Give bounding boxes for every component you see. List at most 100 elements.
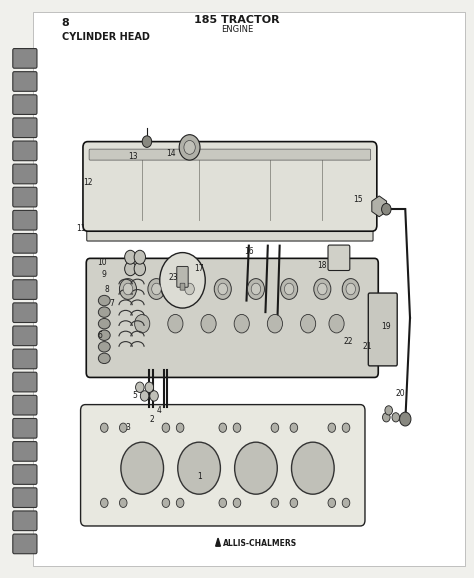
FancyBboxPatch shape — [81, 405, 365, 526]
Circle shape — [342, 498, 350, 507]
Text: 8: 8 — [104, 284, 109, 294]
Circle shape — [382, 203, 391, 215]
Circle shape — [176, 498, 184, 507]
Circle shape — [314, 279, 331, 299]
FancyBboxPatch shape — [177, 266, 188, 287]
Circle shape — [181, 279, 198, 299]
Text: 10: 10 — [97, 258, 107, 268]
Circle shape — [179, 135, 200, 160]
Circle shape — [185, 283, 194, 295]
Circle shape — [162, 498, 170, 507]
Text: 19: 19 — [382, 322, 391, 331]
FancyBboxPatch shape — [13, 234, 37, 253]
Circle shape — [290, 498, 298, 507]
Circle shape — [176, 423, 184, 432]
Text: 11: 11 — [76, 224, 85, 233]
FancyBboxPatch shape — [180, 283, 185, 290]
FancyBboxPatch shape — [13, 164, 37, 184]
FancyBboxPatch shape — [13, 210, 37, 230]
Circle shape — [267, 314, 283, 333]
Ellipse shape — [99, 318, 110, 329]
Circle shape — [160, 253, 205, 308]
FancyBboxPatch shape — [13, 187, 37, 207]
Circle shape — [100, 498, 108, 507]
Circle shape — [142, 136, 152, 147]
Text: 15: 15 — [353, 195, 363, 204]
Text: 6: 6 — [97, 331, 102, 340]
Circle shape — [125, 250, 136, 264]
Circle shape — [140, 391, 149, 401]
FancyBboxPatch shape — [83, 142, 377, 231]
Circle shape — [235, 442, 277, 494]
Circle shape — [271, 423, 279, 432]
Text: 12: 12 — [83, 177, 92, 187]
Circle shape — [292, 442, 334, 494]
FancyBboxPatch shape — [13, 418, 37, 438]
Text: 3: 3 — [126, 423, 130, 432]
Circle shape — [145, 382, 154, 392]
Circle shape — [178, 442, 220, 494]
Circle shape — [162, 423, 170, 432]
Circle shape — [328, 498, 336, 507]
Text: 20: 20 — [396, 388, 405, 398]
Circle shape — [100, 423, 108, 432]
FancyBboxPatch shape — [86, 258, 378, 377]
Text: 21: 21 — [363, 342, 372, 351]
Circle shape — [346, 283, 356, 295]
Text: 5: 5 — [133, 391, 137, 401]
Text: 7: 7 — [109, 299, 114, 308]
Text: 2: 2 — [149, 414, 154, 424]
Circle shape — [247, 279, 264, 299]
Text: 185 TRACTOR: 185 TRACTOR — [194, 15, 280, 25]
FancyBboxPatch shape — [13, 118, 37, 138]
Circle shape — [385, 406, 392, 415]
Circle shape — [168, 314, 183, 333]
Ellipse shape — [99, 295, 110, 306]
Text: 13: 13 — [128, 151, 137, 161]
FancyBboxPatch shape — [13, 49, 37, 68]
Circle shape — [123, 283, 133, 295]
Circle shape — [219, 498, 227, 507]
FancyBboxPatch shape — [13, 326, 37, 346]
Circle shape — [150, 391, 158, 401]
Ellipse shape — [99, 342, 110, 352]
Text: 23: 23 — [168, 273, 178, 282]
Circle shape — [134, 250, 146, 264]
FancyBboxPatch shape — [368, 293, 397, 366]
FancyBboxPatch shape — [13, 95, 37, 114]
Circle shape — [152, 283, 161, 295]
Circle shape — [214, 279, 231, 299]
Ellipse shape — [99, 353, 110, 364]
Circle shape — [233, 498, 241, 507]
Circle shape — [234, 314, 249, 333]
Ellipse shape — [99, 330, 110, 340]
Text: 9: 9 — [102, 270, 107, 279]
Circle shape — [119, 279, 137, 299]
FancyBboxPatch shape — [13, 465, 37, 484]
Circle shape — [284, 283, 294, 295]
Text: 17: 17 — [194, 264, 204, 273]
Circle shape — [329, 314, 344, 333]
Circle shape — [328, 423, 336, 432]
Text: 18: 18 — [318, 261, 327, 271]
FancyBboxPatch shape — [328, 245, 350, 271]
FancyBboxPatch shape — [13, 442, 37, 461]
FancyBboxPatch shape — [13, 141, 37, 161]
Circle shape — [201, 314, 216, 333]
Circle shape — [301, 314, 316, 333]
Text: 1: 1 — [197, 472, 201, 481]
Circle shape — [400, 412, 411, 426]
Text: 22: 22 — [344, 336, 353, 346]
FancyBboxPatch shape — [13, 303, 37, 323]
Circle shape — [342, 423, 350, 432]
Circle shape — [134, 262, 146, 276]
Circle shape — [233, 423, 241, 432]
FancyBboxPatch shape — [13, 372, 37, 392]
Circle shape — [271, 498, 279, 507]
Circle shape — [281, 279, 298, 299]
Circle shape — [290, 423, 298, 432]
Ellipse shape — [99, 307, 110, 317]
Circle shape — [119, 423, 127, 432]
Circle shape — [318, 283, 327, 295]
Circle shape — [148, 279, 165, 299]
